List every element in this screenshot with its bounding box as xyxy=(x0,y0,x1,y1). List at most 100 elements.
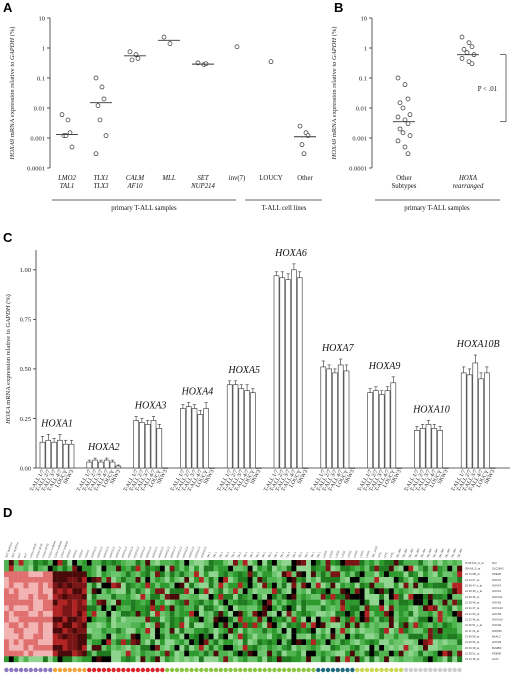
heatmap-cell xyxy=(13,645,19,651)
heatmap-cell xyxy=(349,571,355,578)
heatmap-cell xyxy=(130,656,136,663)
heatmap-cell xyxy=(33,622,39,629)
sample-label: HOX11L2 xyxy=(90,546,98,559)
heatmap-cell xyxy=(427,577,433,583)
heatmap-cell xyxy=(81,605,87,612)
heatmap-cell xyxy=(86,571,92,578)
heatmap-cell xyxy=(218,616,224,623)
heatmap-cell xyxy=(86,605,92,612)
heatmap-cell xyxy=(423,571,429,578)
heatmap-cell xyxy=(408,605,414,612)
heatmap-cell xyxy=(47,645,53,651)
heatmap-cell xyxy=(237,599,243,606)
group-dot xyxy=(374,667,379,673)
heatmap-cell xyxy=(233,628,239,634)
category-label: CALM xyxy=(126,175,144,182)
heatmap-cell xyxy=(23,639,29,646)
bar xyxy=(431,428,438,469)
heatmap-cell xyxy=(228,582,234,589)
heatmap-cell xyxy=(42,571,49,578)
heatmap-cell xyxy=(301,622,307,629)
heatmap-cell xyxy=(101,616,107,623)
heatmap-cell xyxy=(198,616,204,623)
heatmap-cell xyxy=(169,571,175,578)
group-dot xyxy=(355,667,360,673)
heatmap-cell xyxy=(437,650,443,657)
heatmap-cell xyxy=(393,628,399,634)
bar xyxy=(367,392,373,469)
heatmap-cell xyxy=(310,577,316,583)
heatmap-cell xyxy=(218,611,224,617)
y-axis-label-word: HOXA9 xyxy=(9,138,16,160)
heatmap-cell xyxy=(296,639,302,646)
heatmap-cell xyxy=(111,645,117,651)
heatmap-cell xyxy=(111,599,117,606)
heatmap-cell xyxy=(47,571,53,578)
heatmap-cell xyxy=(369,582,375,589)
heatmap-cell xyxy=(18,565,24,572)
sample-label: TAL-like xyxy=(413,547,420,558)
heatmap-cell xyxy=(159,599,165,606)
heatmap-cell xyxy=(42,594,49,600)
heatmap-cell xyxy=(4,594,10,600)
heatmap-cell xyxy=(125,628,131,634)
heatmap-cell xyxy=(135,616,141,623)
y-tick-label: 1 xyxy=(42,45,45,52)
heatmap-cell xyxy=(106,560,112,566)
heatmap-cell xyxy=(233,582,239,589)
heatmap-cell xyxy=(203,577,209,583)
heatmap-cell xyxy=(432,645,438,651)
heatmap-cell xyxy=(330,571,336,578)
heatmap-cell xyxy=(159,571,165,578)
heatmap-cell xyxy=(111,594,117,600)
heatmap-cell xyxy=(67,633,73,640)
heatmap-cell xyxy=(67,565,73,572)
heatmap-cell xyxy=(301,565,307,572)
heatmap-cell xyxy=(111,565,117,572)
heatmap-cell xyxy=(96,560,102,566)
heatmap-cell xyxy=(340,656,346,663)
heatmap-cell xyxy=(38,582,44,589)
heatmap-cell xyxy=(418,616,424,623)
heatmap-cell xyxy=(223,650,229,657)
heatmap-cell xyxy=(38,650,44,657)
heatmap-cell xyxy=(262,616,268,623)
heatmap-cell xyxy=(267,565,273,572)
heatmap-cell xyxy=(379,605,385,612)
heatmap-cell xyxy=(364,633,370,640)
heatmap-cell xyxy=(4,571,10,578)
heatmap-cell xyxy=(38,577,44,583)
heatmap-cell xyxy=(42,616,49,623)
heatmap-cell xyxy=(306,633,312,640)
group-dot xyxy=(140,667,146,673)
heatmap-cell xyxy=(310,633,316,640)
sample-label: CALM-AF10 xyxy=(41,543,50,559)
heatmap-cell xyxy=(237,639,243,646)
heatmap-cell xyxy=(208,594,214,600)
heatmap-cell xyxy=(379,588,385,595)
heatmap-cell xyxy=(413,633,419,640)
bar xyxy=(39,441,46,469)
heatmap-cell xyxy=(296,565,302,572)
heatmap-cell xyxy=(310,605,316,612)
heatmap-cell xyxy=(47,577,53,583)
heatmap-cell xyxy=(233,571,239,578)
heatmap-cell xyxy=(8,577,14,583)
heatmap-cell xyxy=(286,616,292,623)
heatmap-cell xyxy=(257,650,263,657)
heatmap-cell xyxy=(408,611,414,617)
heatmap-cell xyxy=(369,611,375,617)
heatmap-cell xyxy=(384,645,390,651)
heatmap-cell xyxy=(135,605,141,612)
heatmap-cell xyxy=(432,656,438,663)
heatmap-cell xyxy=(203,645,209,651)
heatmap-cell xyxy=(77,650,83,657)
heatmap-cell xyxy=(276,605,282,612)
heatmap-cell xyxy=(77,577,83,583)
heatmap-cell xyxy=(159,611,165,617)
heatmap-cell xyxy=(13,611,19,617)
heatmap-cell xyxy=(242,628,248,634)
heatmap-cell xyxy=(42,622,49,629)
group-dot xyxy=(320,667,326,673)
